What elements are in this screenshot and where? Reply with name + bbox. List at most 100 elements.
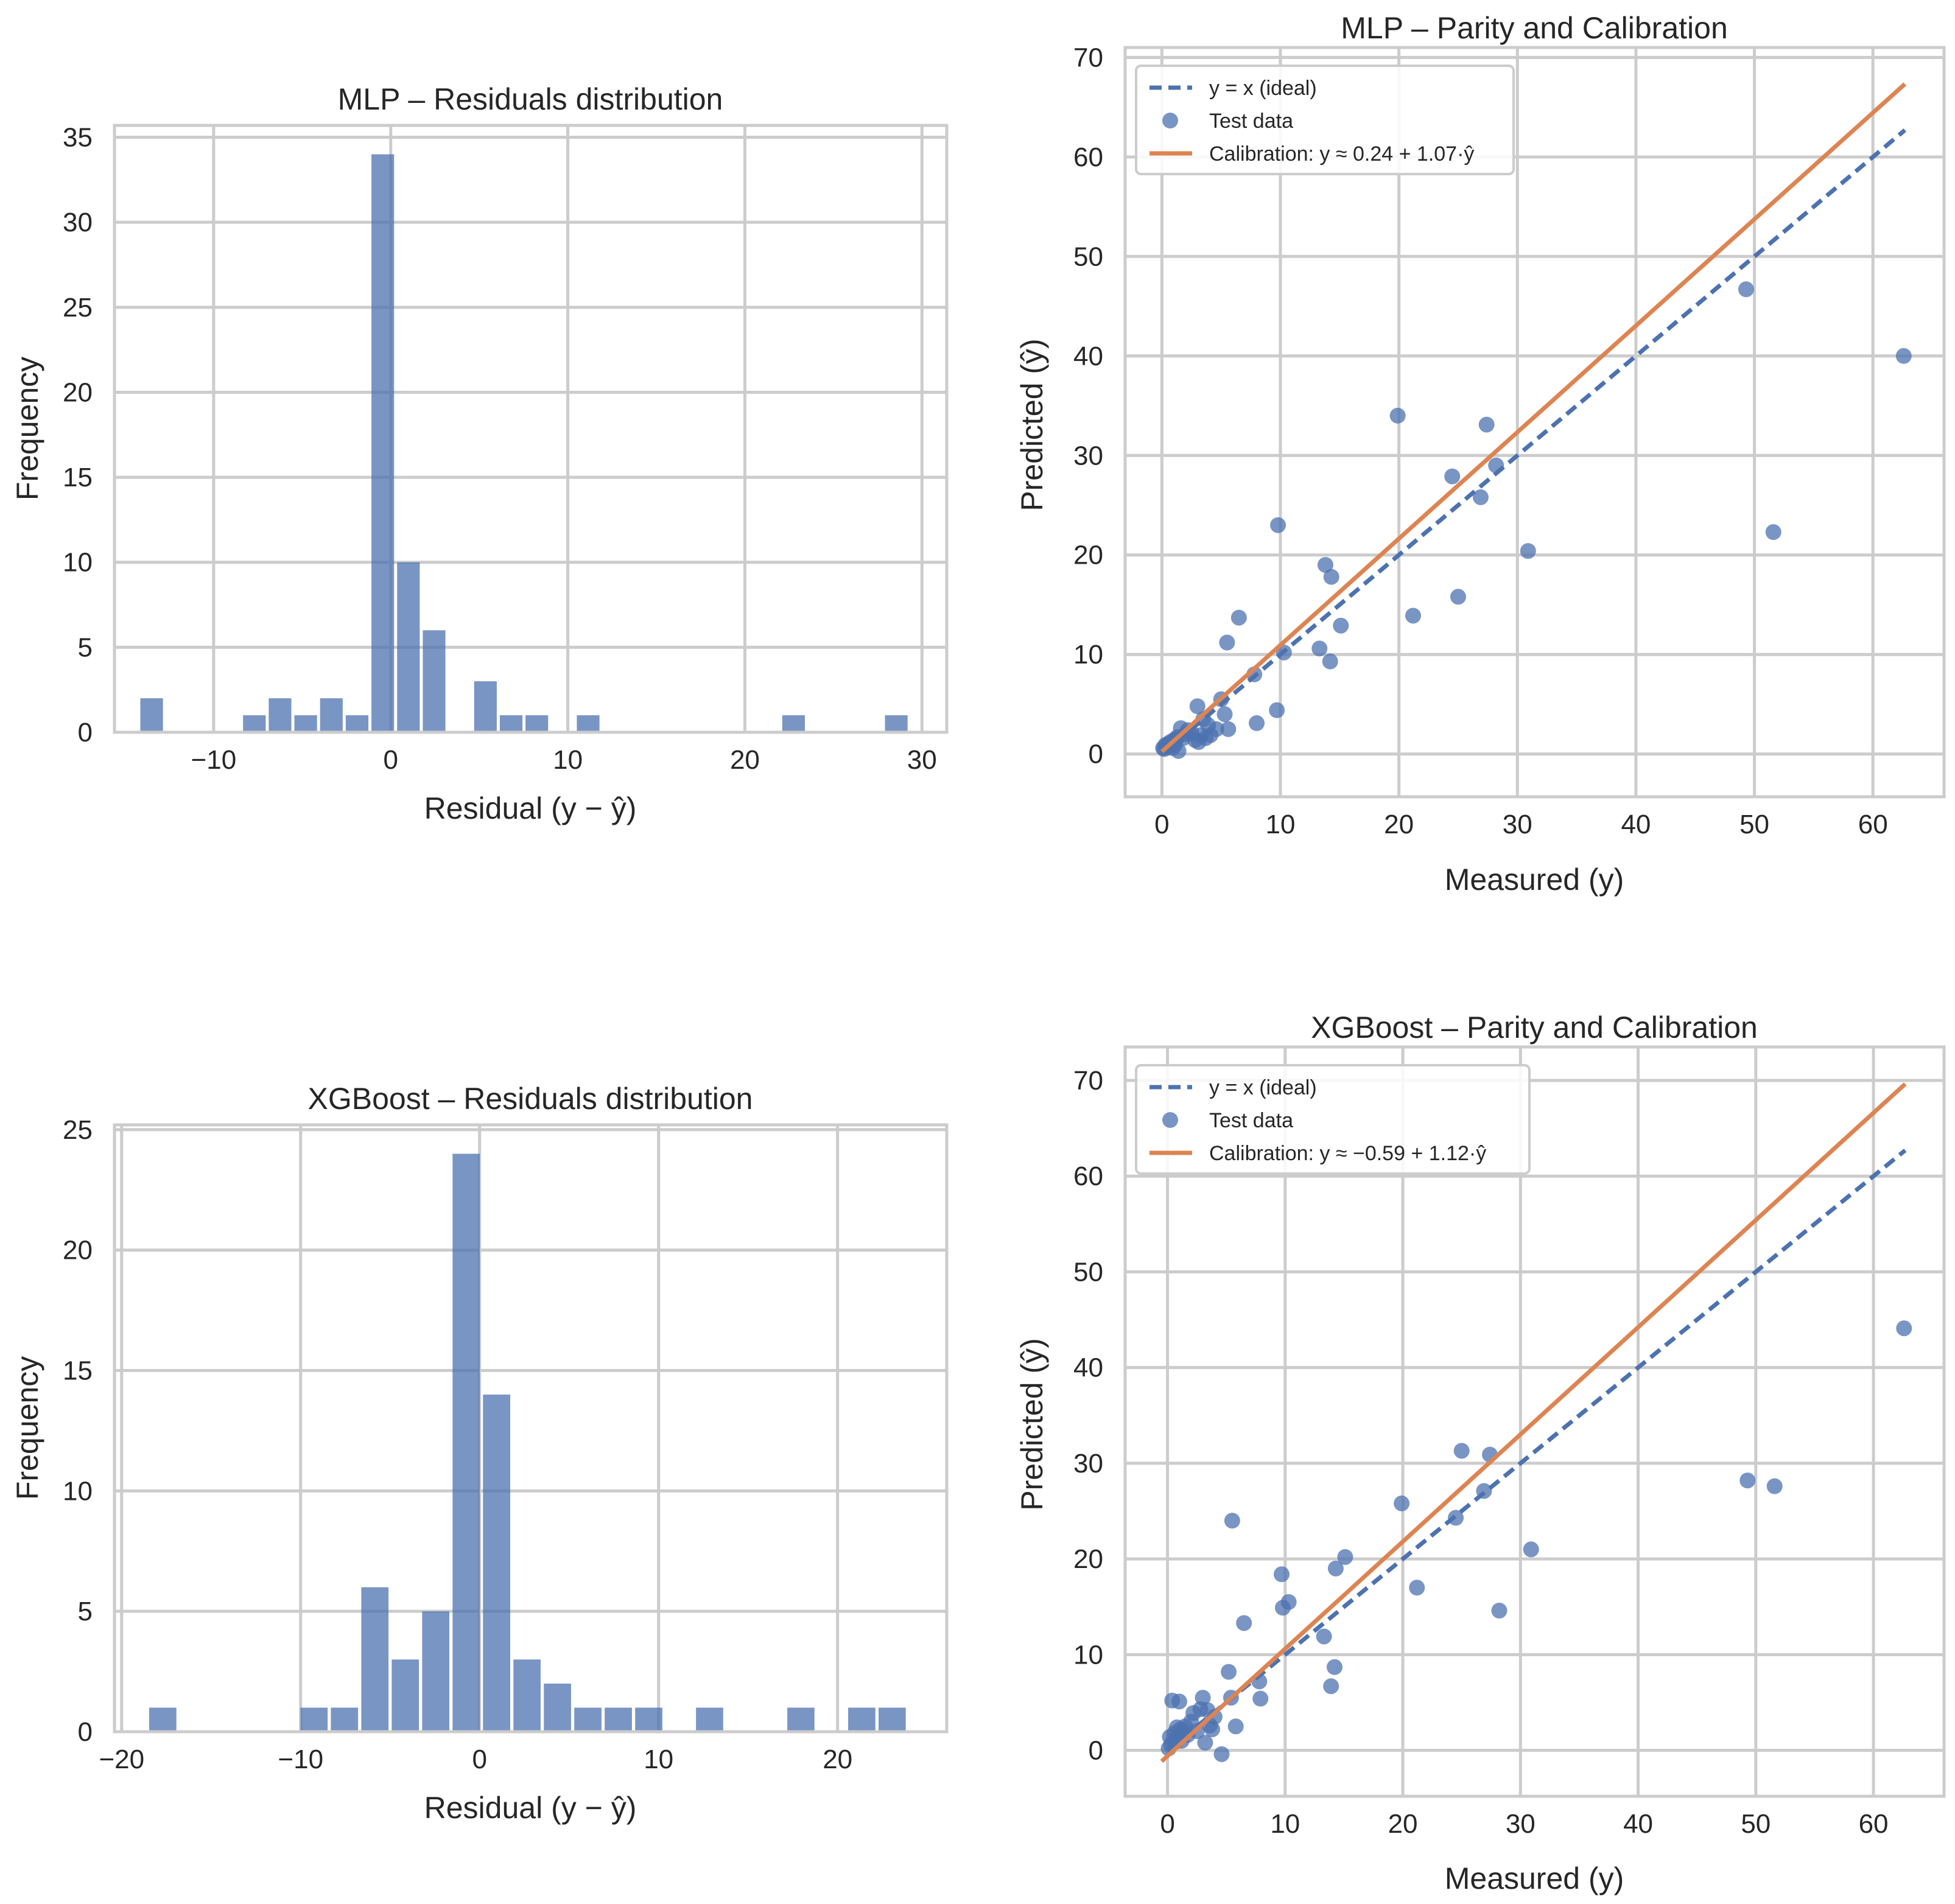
xgb-hist-bar: [696, 1707, 723, 1732]
xgb-legend-box: [1135, 1064, 1531, 1175]
xgb-parity-point: [1280, 1594, 1297, 1610]
xgb-legend-points-label: Test data: [1209, 1109, 1293, 1132]
mlp-parity-point: [1170, 743, 1187, 759]
xgb-hist-bar: [544, 1683, 571, 1732]
mlp-residuals-histogram: −10 0 10 20 30 0 5 10 15 20 25 30 35 MLP – Residuals…: [10, 82, 949, 825]
mlp-legend-calibration-label: Calibration: y ≈ 0.24 + 1.07·ŷ: [1209, 142, 1474, 166]
mlp-parity-plot: 0 10 20 30 40 50 60 0 10 20 30 40 50 60 70 MLP – Parit…: [1015, 11, 1946, 897]
mlp-hist-bar: [577, 715, 600, 732]
xgb-hist-bar: [848, 1707, 876, 1732]
mlp-parity-ytick-label: 30: [1073, 441, 1103, 471]
mlp-hist-bar: [140, 698, 163, 732]
mlp-parity-legend: y = x (ideal) Test data Calibration: y ≈…: [1135, 65, 1515, 175]
xgb-parity-xtick-label: 30: [1506, 1809, 1536, 1839]
xgb-parity-calibration-line: [1160, 1082, 1907, 1763]
mlp-parity-point: [1219, 634, 1235, 651]
mlp-hist-ytick-label: 25: [63, 293, 93, 323]
xgb-residuals-histogram: −20 −10 0 10 20 0 5 10 15 20 25 XGBoost – Residual…: [10, 1082, 949, 1825]
xgb-hist-bar: [605, 1707, 632, 1732]
mlp-parity-ylabel: Predicted (ŷ): [1015, 338, 1049, 511]
xgb-hist-xtick-label: −10: [278, 1745, 323, 1774]
xgb-parity-point: [1274, 1566, 1290, 1583]
mlp-hist-bar: [525, 715, 549, 732]
xgb-legend-ideal-label: y = x (ideal): [1209, 1076, 1317, 1099]
mlp-parity-point: [1765, 524, 1781, 541]
mlp-parity-ytick-label: 50: [1073, 242, 1103, 271]
mlp-hist-ylabel: Frequency: [10, 357, 44, 500]
xgb-hist-xtick-label: −20: [99, 1745, 144, 1774]
xgb-parity-ytick-label: 10: [1073, 1640, 1103, 1670]
xgb-hist-ytick-label: 10: [63, 1476, 93, 1506]
mlp-legend-box: [1135, 65, 1515, 175]
mlp-parity-point: [1738, 281, 1754, 298]
xgb-parity-point: [1394, 1495, 1410, 1511]
mlp-parity-calibration-line: [1160, 82, 1907, 754]
xgb-parity-xtick-label: 10: [1270, 1809, 1300, 1839]
mlp-parity-ytick-label: 40: [1073, 341, 1103, 371]
xgb-hist-xtick-label: 20: [823, 1745, 852, 1774]
xgb-parity-point: [1409, 1580, 1425, 1596]
xgb-hist-bar: [300, 1707, 328, 1732]
mlp-parity-point: [1520, 543, 1536, 559]
mlp-parity-point: [1208, 721, 1224, 737]
mlp-hist-xtick-label: 0: [383, 745, 398, 775]
mlp-parity-axes-frame: [1123, 46, 1946, 799]
xgb-hist-ytick-label: 20: [63, 1236, 93, 1265]
xgb-parity-point: [1896, 1320, 1912, 1337]
mlp-parity-point: [1450, 589, 1466, 605]
xgb-parity-ideal-line: [1166, 1149, 1907, 1752]
xgb-parity-xtick-label: 50: [1741, 1809, 1771, 1839]
mlp-hist-ytick-label: 35: [63, 123, 93, 153]
mlp-parity-point: [1478, 416, 1495, 433]
mlp-parity-point: [1311, 640, 1328, 657]
xgb-legend-calibration-label: Calibration: y ≈ −0.59 + 1.12·ŷ: [1209, 1142, 1486, 1165]
mlp-parity-point: [1405, 607, 1421, 624]
xgb-parity-ytick-label: 70: [1073, 1066, 1103, 1096]
mlp-hist-bar: [397, 562, 420, 732]
mlp-parity-point: [1322, 653, 1338, 670]
xgb-parity-ylabel: Predicted (ŷ): [1015, 1338, 1049, 1510]
xgb-legend-points-swatch: [1162, 1112, 1178, 1128]
xgb-parity-point: [1204, 1721, 1221, 1737]
mlp-parity-point: [1189, 698, 1206, 715]
xgb-hist-bar: [787, 1707, 815, 1732]
mlp-parity-ytick-label: 70: [1073, 43, 1103, 72]
xgb-hist-bar: [331, 1707, 359, 1732]
mlp-hist-bar: [474, 681, 497, 732]
xgb-parity-point: [1323, 1678, 1339, 1695]
xgb-parity-point: [1195, 1690, 1211, 1706]
xgb-parity-point: [1316, 1628, 1332, 1645]
xgb-hist-xtick-label: 0: [472, 1745, 486, 1774]
mlp-parity-ytick-label: 0: [1089, 740, 1103, 769]
mlp-hist-bar: [782, 715, 806, 732]
mlp-parity-xlabel: Measured (y): [1445, 863, 1624, 897]
xgb-parity-point: [1197, 1734, 1213, 1751]
xgb-parity-point: [1171, 1693, 1187, 1710]
xgb-hist-bar: [452, 1153, 480, 1732]
xgb-parity-point: [1224, 1513, 1240, 1529]
mlp-hist-bar: [885, 715, 908, 732]
mlp-parity-xtick-label: 20: [1384, 810, 1414, 839]
xgb-parity-xtick-label: 60: [1859, 1809, 1889, 1839]
mlp-legend-ideal-label: y = x (ideal): [1209, 77, 1317, 100]
xgb-parity-point: [1252, 1690, 1269, 1707]
xgb-parity-xlabel: Measured (y): [1445, 1861, 1624, 1895]
xgb-parity-point: [1337, 1549, 1353, 1565]
xgb-hist-bar: [483, 1395, 510, 1732]
mlp-hist-xtick-label: 10: [553, 745, 583, 775]
mlp-hist-xtick-label: 20: [730, 745, 760, 775]
xgb-hist-bar: [635, 1707, 662, 1732]
mlp-hist-bar: [423, 630, 446, 732]
mlp-hist-xlabel: Residual (y − ŷ): [424, 791, 637, 825]
xgb-hist-ytick-label: 0: [78, 1717, 93, 1747]
mlp-hist-xtick-label: 30: [907, 745, 937, 775]
xgb-parity-ytick-label: 50: [1073, 1257, 1103, 1287]
mlp-hist-ytick-label: 30: [63, 208, 93, 237]
mlp-parity-point: [1230, 609, 1247, 626]
mlp-hist-bar: [320, 698, 343, 732]
xgb-hist-bar: [574, 1707, 602, 1732]
xgb-parity-ytick-label: 30: [1073, 1449, 1103, 1479]
mlp-parity-xtick-label: 0: [1154, 810, 1169, 839]
xgb-parity-point: [1523, 1541, 1539, 1558]
xgb-parity-ytick-label: 0: [1089, 1736, 1103, 1766]
